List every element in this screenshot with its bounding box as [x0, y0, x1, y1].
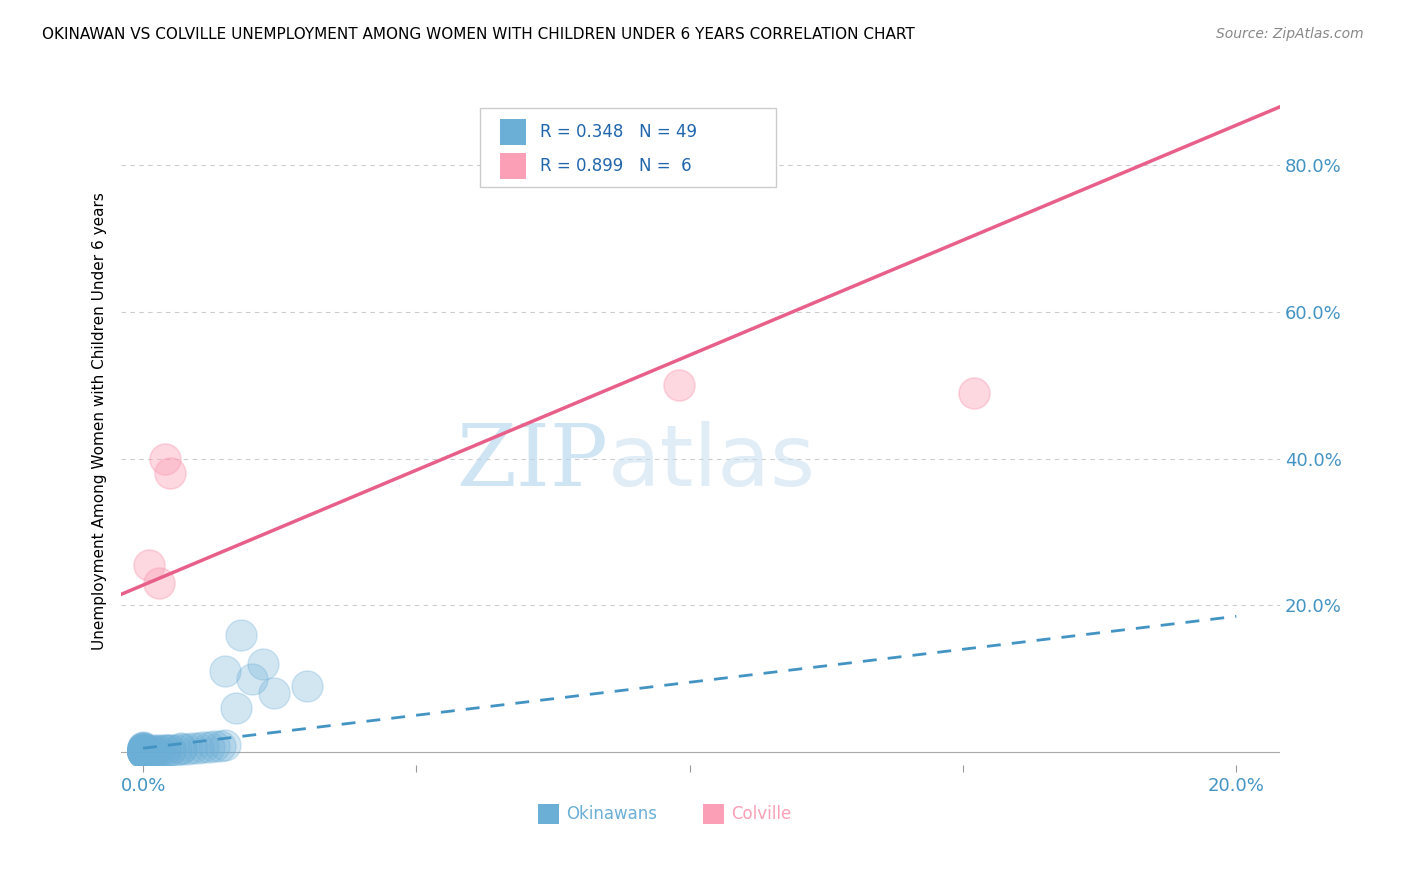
Point: [208, 739, 231, 753]
Text: Okinawans: Okinawans: [567, 805, 657, 823]
Point: [148, 743, 170, 757]
Point: [132, 745, 155, 759]
Point: [132, 744, 155, 758]
Point: [132, 745, 155, 759]
Point: [197, 739, 219, 754]
Point: [132, 745, 155, 759]
Point: [295, 679, 318, 693]
Text: OKINAWAN VS COLVILLE UNEMPLOYMENT AMONG WOMEN WITH CHILDREN UNDER 6 YEARS CORREL: OKINAWAN VS COLVILLE UNEMPLOYMENT AMONG …: [42, 27, 915, 42]
Point: [132, 741, 155, 756]
Point: [170, 742, 193, 756]
Y-axis label: Unemployment Among Women with Children Under 6 years: Unemployment Among Women with Children U…: [93, 193, 107, 650]
Point: [148, 576, 170, 591]
Point: [132, 743, 155, 757]
Text: R = 0.899   N =  6: R = 0.899 N = 6: [540, 157, 692, 175]
Point: [159, 742, 181, 756]
Point: [132, 744, 155, 758]
Point: [252, 657, 274, 671]
Point: [231, 627, 253, 641]
Point: [153, 742, 176, 756]
Point: [132, 745, 155, 759]
Point: [963, 385, 986, 400]
Point: [132, 742, 155, 756]
Point: [153, 451, 176, 466]
Text: Source: ZipAtlas.com: Source: ZipAtlas.com: [1216, 27, 1364, 41]
FancyBboxPatch shape: [501, 119, 526, 145]
Text: ZIP: ZIP: [456, 421, 607, 504]
Point: [225, 701, 247, 715]
FancyBboxPatch shape: [501, 153, 526, 179]
Point: [138, 745, 160, 759]
Point: [138, 558, 160, 572]
Point: [159, 743, 181, 757]
Point: [193, 739, 215, 754]
Point: [132, 745, 155, 759]
Text: R = 0.348   N = 49: R = 0.348 N = 49: [540, 123, 696, 141]
Point: [143, 744, 166, 758]
Text: Colville: Colville: [731, 805, 792, 823]
Text: atlas: atlas: [607, 421, 815, 504]
Point: [153, 743, 176, 757]
Point: [132, 745, 155, 759]
Point: [214, 665, 236, 679]
Point: [170, 741, 193, 756]
Point: [176, 742, 198, 756]
Point: [187, 740, 209, 755]
Point: [143, 743, 166, 757]
Point: [148, 744, 170, 758]
Point: [214, 739, 236, 753]
Point: [165, 742, 187, 756]
Point: [132, 742, 155, 756]
Point: [159, 467, 181, 481]
Point: [138, 744, 160, 758]
Point: [132, 741, 155, 756]
Point: [263, 686, 285, 700]
FancyBboxPatch shape: [703, 805, 724, 823]
Point: [132, 742, 155, 756]
Point: [132, 745, 155, 759]
Point: [132, 745, 155, 759]
Point: [132, 745, 155, 759]
Point: [143, 745, 166, 759]
Point: [242, 672, 264, 686]
Point: [181, 741, 204, 756]
Point: [202, 739, 225, 753]
Point: [132, 739, 155, 754]
FancyBboxPatch shape: [481, 109, 776, 187]
Point: [132, 740, 155, 755]
Point: [132, 743, 155, 757]
FancyBboxPatch shape: [538, 805, 560, 823]
Point: [668, 378, 690, 392]
